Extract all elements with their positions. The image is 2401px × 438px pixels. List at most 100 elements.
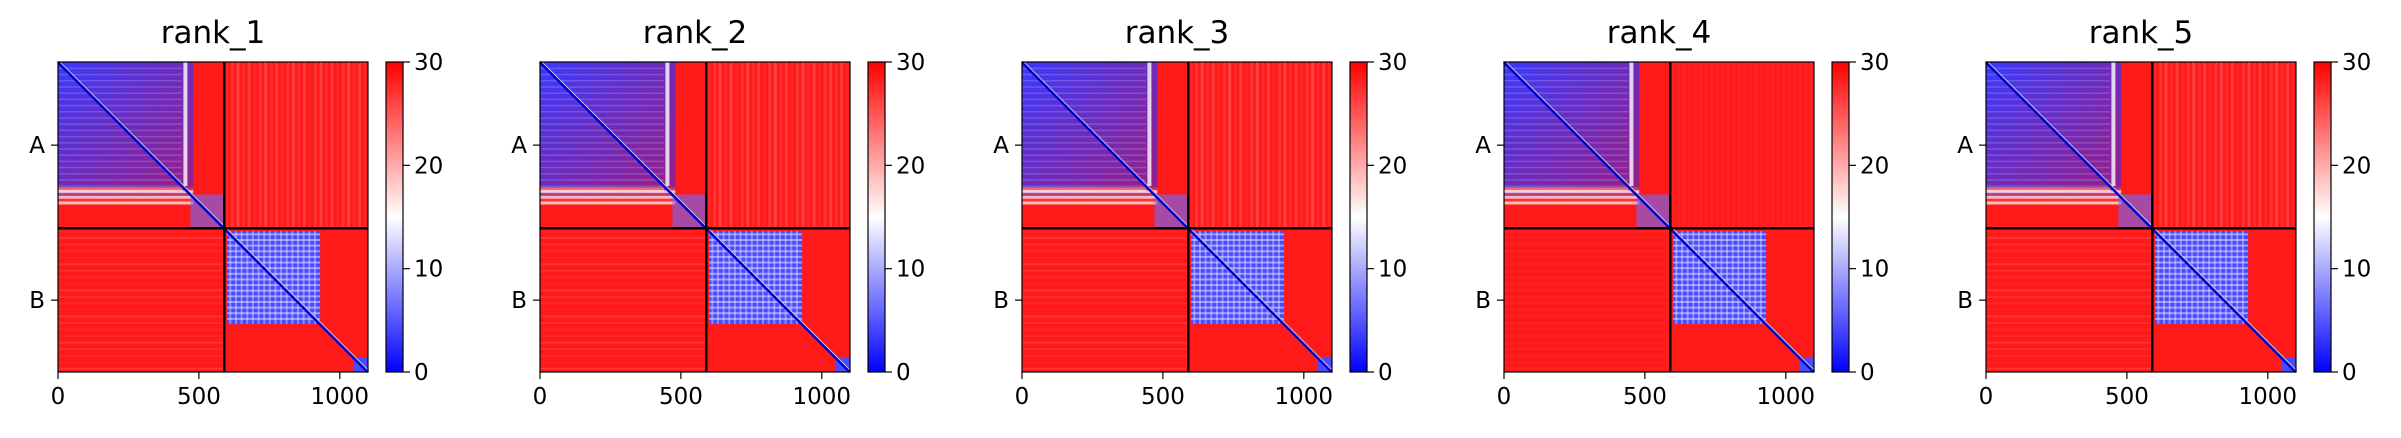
offdiag-stripe [1239, 62, 1243, 229]
offdiag-stripe [352, 62, 356, 229]
block-b-texture [1210, 231, 1213, 325]
heatmap-diagonal-edge [541, 61, 851, 371]
block-a-texture [58, 173, 182, 175]
block-b-texture [1191, 306, 1285, 309]
block-a-band [1022, 193, 1158, 197]
block-a-texture [540, 117, 664, 119]
offdiag-stripe [336, 62, 340, 229]
block-a-texture [58, 73, 182, 76]
heatmap-cells [56, 60, 370, 374]
offdiag-stripe [58, 309, 224, 311]
y-tick-label: B [511, 288, 527, 314]
offdiag-stripe [1504, 355, 1670, 357]
block-a-texture [540, 173, 664, 175]
offdiag-stripe [1986, 289, 2153, 292]
offdiag-stripe [1022, 309, 1188, 311]
block-a-texture [58, 148, 182, 150]
block-a-texture [1504, 98, 1628, 101]
colorbar [2314, 62, 2331, 372]
heatmap-diagonal [1020, 60, 1334, 374]
block-b-texture [709, 267, 803, 270]
block-a-texture [540, 104, 664, 107]
offdiag-stripe [1693, 62, 1697, 229]
block-b-texture [227, 272, 321, 275]
block-b-texture [1697, 231, 1700, 325]
block-b-texture [722, 231, 725, 325]
block-b-texture [1692, 231, 1695, 325]
block-a-texture [58, 98, 182, 101]
block-b-texture [2155, 261, 2249, 264]
panel-title: rank_2 [643, 15, 748, 51]
offdiag-stripe [790, 62, 794, 229]
offdiag-stripe [2241, 62, 2245, 229]
offdiag-stripe [1765, 62, 1769, 229]
block-b-texture [1726, 231, 1729, 325]
block-b-texture [234, 231, 237, 325]
block-b-texture [709, 238, 803, 241]
block-a-texture [540, 98, 664, 101]
offdiag-stripe [58, 361, 224, 363]
block-a-texture [1504, 129, 1628, 132]
offdiag-stripe [1266, 62, 1270, 229]
block-b-texture [1673, 250, 1767, 253]
block-b-texture [709, 312, 803, 315]
offdiag-stripe [540, 283, 706, 285]
offdiag-stripe [1504, 342, 1670, 344]
heatmap-diagonal-edge [1987, 61, 2297, 371]
offdiag-stripe [1704, 62, 1708, 229]
offdiag-stripe [58, 263, 225, 266]
block-a-texture [540, 111, 664, 113]
x-tick-label: 0 [533, 384, 548, 410]
block-a-gap [665, 62, 670, 186]
block-b-texture [2155, 238, 2249, 241]
block-a-texture [1022, 179, 1146, 181]
block-a-band [540, 193, 676, 197]
offdiag-stripe [1504, 270, 1670, 272]
offdiag-stripe [713, 62, 717, 229]
offdiag-stripe [280, 62, 284, 229]
offdiag-stripe [1022, 354, 1189, 357]
block-b-texture [745, 231, 748, 325]
block-b-texture [1266, 231, 1269, 325]
offdiag-stripe [540, 289, 707, 292]
offdiag-stripe [1504, 257, 1670, 259]
block-b-texture [1277, 231, 1280, 325]
colorbar-frame [1349, 61, 1368, 373]
block-b-texture [227, 244, 321, 247]
offdiag-stripe [840, 62, 844, 229]
block-b-texture [2155, 284, 2249, 287]
block-b-texture [1191, 233, 1285, 236]
heatmap-diagonal [538, 60, 852, 374]
block-a-texture [1022, 67, 1146, 70]
offdiag-stripe [2236, 62, 2240, 229]
offdiag-stripe [1322, 62, 1326, 229]
block-a-texture [540, 86, 664, 88]
x-tick-label: 500 [659, 384, 703, 410]
block-a-band [58, 198, 194, 202]
colorbar-tick-label: 10 [2342, 257, 2371, 283]
offdiag-stripe [1986, 361, 2152, 363]
block-a-texture [1022, 185, 1146, 187]
block-a-texture [58, 104, 182, 107]
block-a-texture [58, 117, 182, 119]
offdiag-stripe [1776, 62, 1780, 229]
colorbar-tick-label: 10 [1860, 257, 1889, 283]
offdiag-stripe [247, 62, 251, 229]
block-b-texture [1215, 231, 1218, 325]
offdiag-stripe [1305, 62, 1309, 229]
block-b-texture [1673, 272, 1767, 275]
block-a-texture [540, 135, 664, 138]
block-b-texture [762, 231, 765, 325]
block-a-band [1504, 201, 1640, 205]
block-a-texture [1986, 98, 2110, 101]
offdiag-stripe [1504, 244, 1670, 246]
block-a-texture [58, 154, 182, 156]
offdiag-stripe [1726, 62, 1730, 229]
offdiag-stripe [1798, 62, 1802, 229]
block-a-band [1022, 190, 1158, 194]
offdiag-stripe [1206, 62, 1210, 229]
offdiag-stripe [1261, 62, 1265, 229]
offdiag-stripe [795, 62, 799, 229]
block-b-texture [2185, 231, 2188, 325]
offdiag-stripe [58, 322, 225, 325]
